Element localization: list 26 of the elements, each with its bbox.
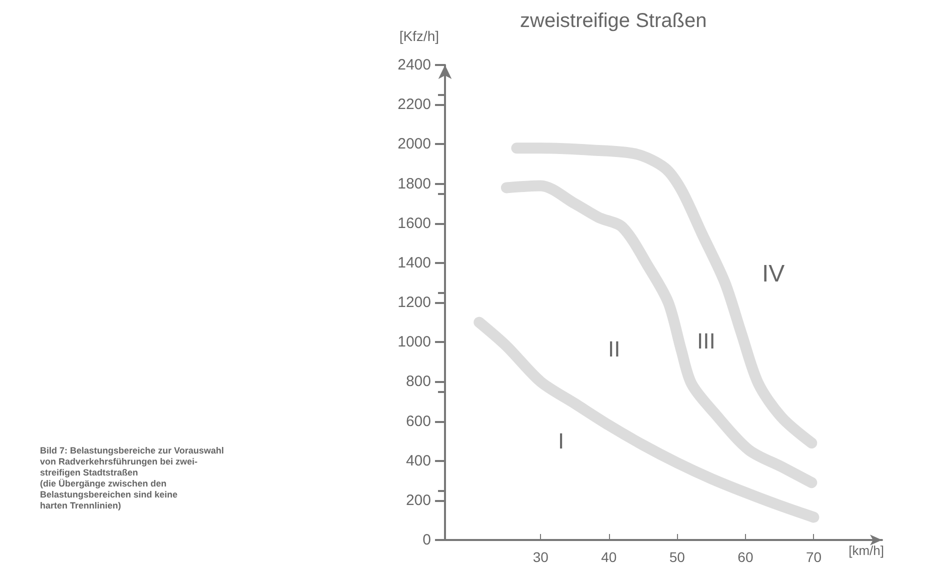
y-tick-label: 1800 (398, 175, 431, 192)
x-tick-label: 30 (532, 549, 549, 565)
x-tick-label: 50 (669, 549, 686, 565)
chart-title: zweistreifige Straßen (520, 10, 707, 32)
x-axis-title: [km/h] (848, 543, 884, 558)
y-tick-label: 1600 (398, 214, 431, 232)
x-tick-label: 40 (601, 549, 617, 565)
annotation: I (558, 428, 564, 454)
y-tick-label: 0 (422, 532, 431, 548)
annotation: IV (762, 260, 785, 288)
y-tick-label: 2200 (398, 96, 431, 114)
y-tick-label: 2000 (398, 136, 431, 153)
y-tick-label: 600 (406, 412, 431, 430)
y-tick-label: 2400 (398, 56, 431, 74)
y-axis-title: [Kfz/h] (399, 28, 439, 44)
y-tick-label: 1200 (398, 294, 431, 311)
y-tick-label: 1400 (398, 254, 431, 272)
x-tick-label: 60 (738, 549, 754, 565)
annotation: III (697, 328, 716, 354)
y-tick-label: 800 (406, 373, 431, 390)
x-tick-label: 70 (806, 549, 822, 565)
y-tick-label: 200 (406, 492, 431, 509)
y-tick-label: 1000 (398, 334, 431, 351)
y-tick-label: 400 (406, 452, 431, 470)
text: Bild 7: Belastungsbereiche zur Vorauswahl von Radverkehrsführungen bei zwei- streifigen Stadtstraßen (die Übergänge zwischen den Belastungsbereichen sind keine harten Trennlinien) (40, 446, 224, 510)
annotation: II (608, 336, 620, 362)
